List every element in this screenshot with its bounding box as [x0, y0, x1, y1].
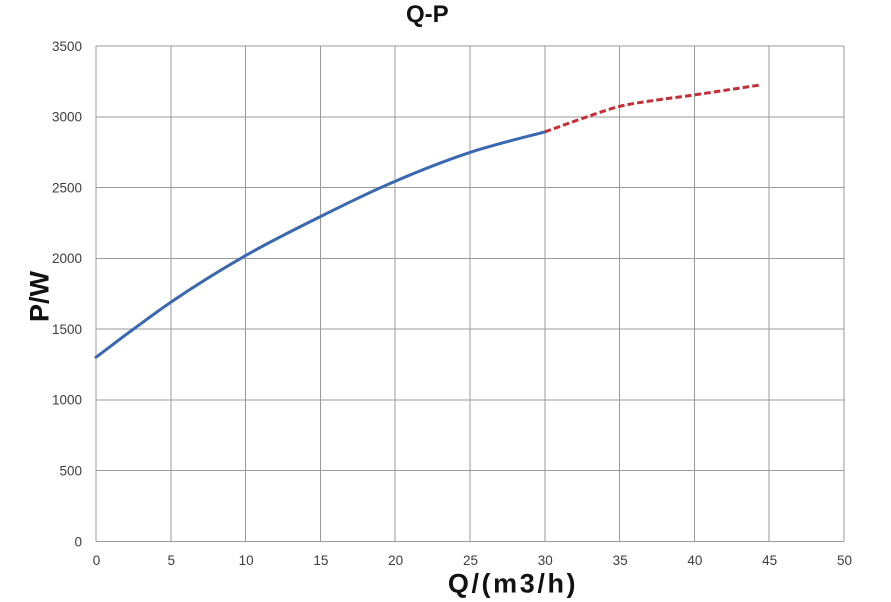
svg-text:3000: 3000: [52, 110, 82, 125]
svg-text:0: 0: [93, 553, 101, 568]
svg-text:Q/(m3/h): Q/(m3/h): [448, 569, 578, 599]
svg-text:500: 500: [59, 464, 82, 479]
svg-text:20: 20: [388, 553, 403, 568]
svg-text:25: 25: [463, 553, 478, 568]
svg-text:50: 50: [837, 553, 852, 568]
svg-text:5: 5: [168, 553, 176, 568]
svg-text:0: 0: [74, 534, 82, 549]
svg-text:15: 15: [313, 553, 328, 568]
svg-text:3500: 3500: [52, 39, 82, 54]
svg-text:2000: 2000: [52, 251, 82, 266]
svg-text:30: 30: [538, 553, 553, 568]
svg-text:P/W: P/W: [25, 270, 55, 322]
svg-text:10: 10: [239, 553, 254, 568]
svg-text:40: 40: [687, 553, 702, 568]
svg-text:2500: 2500: [52, 180, 82, 195]
svg-text:1000: 1000: [52, 393, 82, 408]
svg-text:Q-P: Q-P: [406, 1, 449, 28]
svg-text:45: 45: [762, 553, 777, 568]
svg-text:35: 35: [613, 553, 628, 568]
svg-text:1500: 1500: [52, 322, 82, 337]
